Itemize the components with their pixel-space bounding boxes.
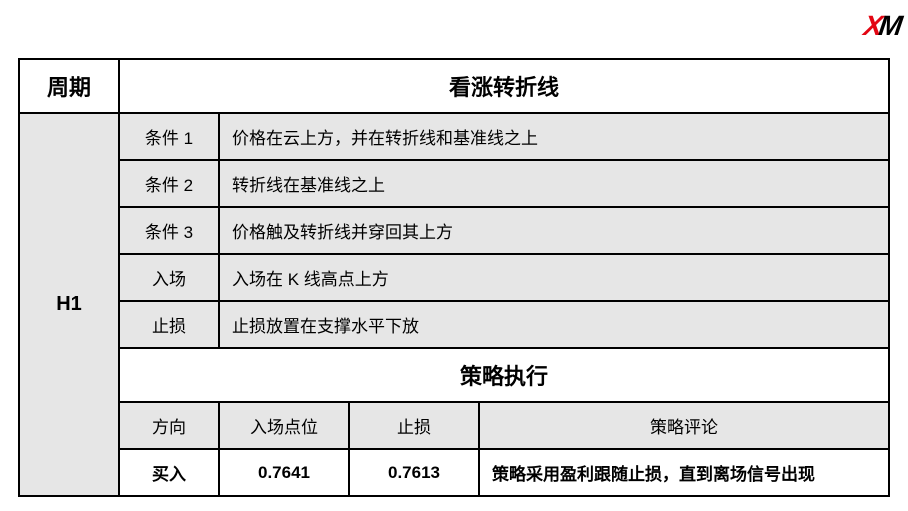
xm-logo: X M [864,10,900,42]
execution-header-row: 方向 入场点位 止损 策略评论 [19,402,889,449]
row-value: 转折线在基准线之上 [219,160,889,207]
header-title: 看涨转折线 [119,59,889,113]
row-label: 条件 3 [119,207,219,254]
exec-entry: 0.7641 [219,449,349,496]
row-value: 价格触及转折线并穿回其上方 [219,207,889,254]
exec-col-direction: 方向 [119,402,219,449]
header-period-label: 周期 [19,59,119,113]
table-header-row: 周期 看涨转折线 [19,59,889,113]
execution-data-row: 买入 0.7641 0.7613 策略采用盈利跟随止损，直到离场信号出现 [19,449,889,496]
exec-direction: 买入 [119,449,219,496]
row-value: 止损放置在支撑水平下放 [219,301,889,348]
row-value: 价格在云上方，并在转折线和基准线之上 [219,113,889,160]
exec-stop: 0.7613 [349,449,479,496]
row-label: 条件 1 [119,113,219,160]
logo-m: M [876,10,902,42]
execution-title: 策略执行 [119,348,889,402]
table-row: 止损 止损放置在支撑水平下放 [19,301,889,348]
strategy-table: 周期 看涨转折线 H1 条件 1 价格在云上方，并在转折线和基准线之上 条件 2… [18,58,890,497]
table-container: 周期 看涨转折线 H1 条件 1 价格在云上方，并在转折线和基准线之上 条件 2… [18,58,890,497]
exec-comment: 策略采用盈利跟随止损，直到离场信号出现 [479,449,889,496]
exec-col-stop: 止损 [349,402,479,449]
execution-title-row: 策略执行 [19,348,889,402]
table-row: 条件 3 价格触及转折线并穿回其上方 [19,207,889,254]
table-row: 入场 入场在 K 线高点上方 [19,254,889,301]
table-row: H1 条件 1 价格在云上方，并在转折线和基准线之上 [19,113,889,160]
row-label: 入场 [119,254,219,301]
row-label: 条件 2 [119,160,219,207]
row-value: 入场在 K 线高点上方 [219,254,889,301]
exec-col-entry: 入场点位 [219,402,349,449]
row-label: 止损 [119,301,219,348]
period-value: H1 [19,113,119,496]
exec-col-comment: 策略评论 [479,402,889,449]
table-row: 条件 2 转折线在基准线之上 [19,160,889,207]
